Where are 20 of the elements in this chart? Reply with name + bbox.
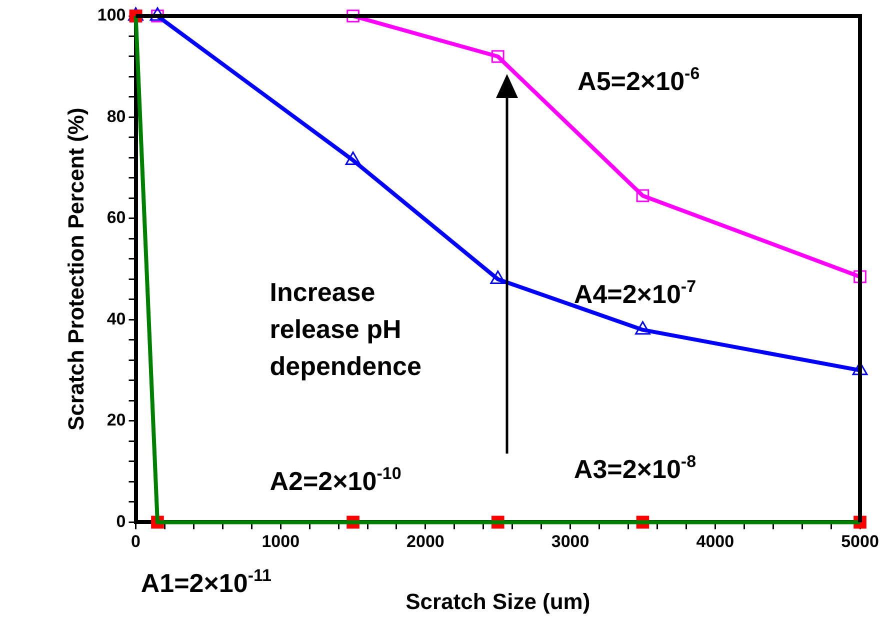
annotation: Increase release pH dependence [270,276,422,384]
y-tick-label: 60 [106,208,126,228]
annotation: A4=2×10$^{-7}$ [574,276,696,312]
x-tick-label: 5000 [841,532,879,552]
annotation: A2=2×10$^{-10}$ [270,463,402,498]
x-axis-title: Scratch Size (um) [406,588,590,614]
y-tick-label: 20 [106,410,126,430]
y-tick-label: 100 [97,6,126,25]
x-tick-label: 1000 [262,532,300,552]
x-tick-label: 2000 [406,532,444,552]
x-tick-label: 3000 [551,532,590,552]
y-tick-label: 0 [116,512,126,531]
text: A1=2×10$^{-11}$ [140,564,272,600]
x-tick-label: 4000 [696,532,734,552]
annotation: A5=2×10$^{-6}$ [578,63,700,98]
annotation: A3=2×10$^{-8}$ [574,450,696,486]
y-axis-title: Scratch Protection Percent (%) [63,108,88,430]
x-tick-label: 0 [131,532,140,552]
y-tick-label: 40 [106,309,126,328]
y-tick-label: 80 [106,106,126,126]
